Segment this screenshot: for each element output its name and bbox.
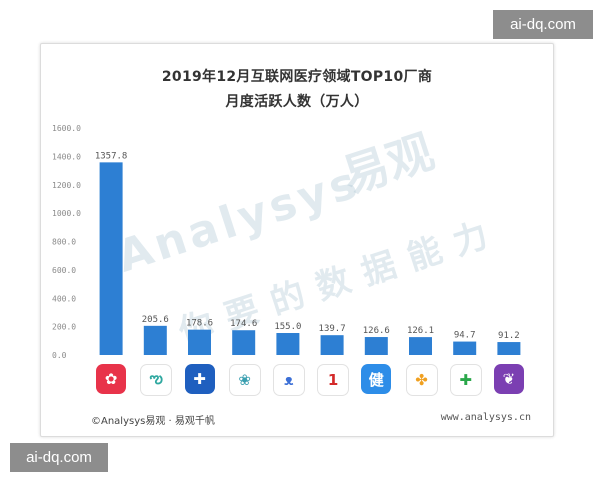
y-tick-label: 1200.0	[52, 181, 81, 190]
pharmacy-icon: ✚	[449, 364, 482, 396]
family-icon: ᴥ	[272, 364, 305, 396]
bar-value-label: 174.6	[230, 319, 257, 329]
leaf-icon: ❀	[228, 364, 261, 396]
jianke-icon: 健	[361, 364, 392, 394]
y-tick-label: 800.0	[52, 238, 76, 247]
y-tick-label: 200.0	[52, 323, 76, 332]
bar-10	[497, 342, 521, 355]
butterfly-icon: ఌ	[140, 364, 173, 396]
bar-value-label: 126.6	[363, 326, 390, 336]
footer-source: ©Analysys易观 · 易观千帆	[91, 416, 215, 427]
bar-value-label: 155.0	[274, 322, 301, 332]
bar-value-label: 205.6	[142, 315, 169, 325]
bar-value-label: 91.2	[498, 331, 520, 341]
chart-title: 2019年12月互联网医疗领域TOP10厂商	[161, 69, 433, 85]
y-tick-label: 1600.0	[52, 124, 81, 133]
orchid-icon: ❦	[493, 364, 524, 394]
footer-url: www.analysys.cn	[440, 412, 531, 423]
bar-9	[453, 341, 477, 355]
bar-1	[99, 162, 123, 355]
bar-value-label: 126.1	[407, 326, 434, 336]
bar-6	[320, 335, 344, 355]
site-badge-bottom: ai-dq.com	[10, 443, 108, 472]
baidu-icon: 1	[317, 364, 350, 396]
y-tick-label: 1000.0	[52, 209, 81, 218]
medical-kit-icon: ✚	[184, 364, 215, 394]
bar-8	[409, 337, 432, 355]
bar-value-label: 178.6	[186, 319, 213, 329]
site-badge-top: ai-dq.com	[493, 10, 593, 39]
y-tick-label: 400.0	[52, 294, 76, 303]
bar-2	[143, 325, 167, 355]
bar-4	[232, 330, 256, 355]
y-tick-label: 0.0	[52, 351, 67, 360]
flower-icon: ✤	[405, 364, 438, 396]
bar-5	[276, 333, 300, 355]
chart-card: 2019年12月互联网医疗领域TOP10厂商 月度活跃人数（万人） Analys…	[40, 43, 554, 437]
y-tick-label: 600.0	[52, 266, 76, 275]
bar-7	[364, 337, 388, 355]
bar-value-label: 1357.8	[95, 151, 128, 161]
bar-value-label: 139.7	[319, 324, 346, 334]
chart-subtitle: 月度活跃人数（万人）	[225, 94, 369, 110]
bar-3	[188, 329, 211, 355]
bar-chart: 0.0 200.0 400.0 600.0 800.0 1000.0 1200.0 1400.…	[52, 124, 521, 360]
good-doctor-icon: ✿	[96, 364, 127, 394]
bar-value-label: 94.7	[454, 331, 476, 341]
y-tick-label: 1400.0	[52, 152, 81, 161]
